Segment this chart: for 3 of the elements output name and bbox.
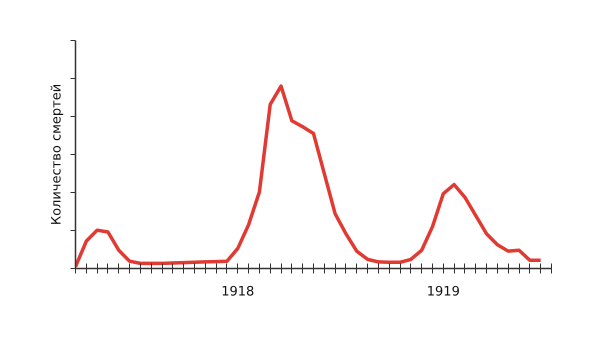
y-axis-title: Количество смертей	[50, 84, 64, 226]
x-tick-label: 1919	[426, 284, 460, 300]
x-tick-label: 1918	[221, 284, 254, 300]
